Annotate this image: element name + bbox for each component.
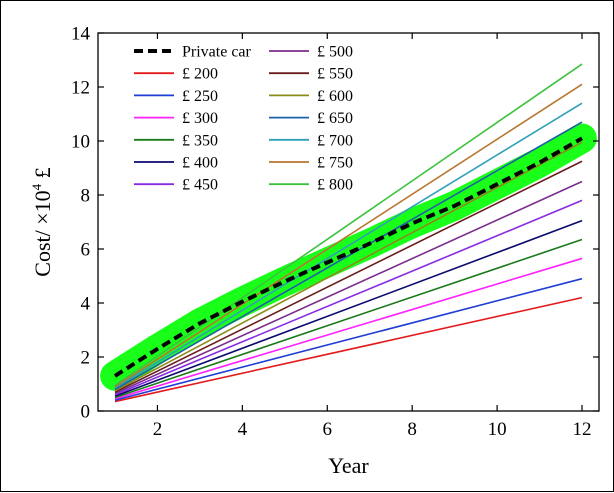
x-tick-label: 4 [238, 419, 248, 440]
x-tick-label: 12 [573, 419, 592, 440]
series-line-7 [114, 180, 583, 395]
plot-area-frame [97, 32, 600, 412]
series-line-3 [114, 257, 583, 400]
series-line-10 [114, 121, 583, 391]
y-tick-label: 0 [81, 402, 91, 423]
y-tick-label: 12 [71, 78, 90, 99]
legend: Private car £ 200 £ 250 £ 300 £ 350 £ 400 £ 45… [134, 44, 353, 194]
y-tick-label: 6 [81, 240, 91, 261]
y-axis-title-main: Cost/ ×10 [30, 190, 55, 276]
y-axis-title-unit: £ [30, 167, 55, 184]
series-line-4 [114, 238, 583, 399]
legend-label: £ 300 [182, 110, 218, 127]
x-tick-label: 8 [407, 419, 417, 440]
legend-label: £ 450 [182, 177, 218, 194]
legend-label: £ 500 [317, 44, 353, 61]
plot-lines-layer [113, 63, 584, 403]
legend-label: £ 800 [317, 177, 353, 194]
y-tick-label: 14 [71, 24, 91, 45]
legend-label: £ 750 [317, 155, 353, 172]
legend-label: £ 350 [182, 132, 218, 149]
legend-label: £ 650 [317, 110, 353, 127]
y-tick-label: 8 [81, 186, 91, 207]
x-tick-label: 6 [323, 419, 333, 440]
y-axis-title-exponent: 4 [29, 183, 44, 190]
y-tick-label: 2 [81, 348, 91, 369]
series-line-12 [114, 83, 583, 388]
series-line-11 [114, 102, 583, 389]
axes-layer [97, 32, 600, 412]
legend-label: £ 550 [317, 66, 353, 83]
series-line-2 [114, 277, 583, 401]
legend-label: £ 200 [182, 66, 218, 83]
legend-label: £ 250 [182, 88, 218, 105]
legend-label: £ 400 [182, 155, 218, 172]
legend-label: £ 600 [317, 88, 353, 105]
series-line-8 [114, 160, 583, 393]
series-line-5 [114, 219, 583, 397]
series-line-1 [114, 296, 583, 403]
private-car-line [113, 136, 584, 378]
x-axis-title: Year [328, 453, 369, 478]
y-tick-label: 10 [71, 132, 90, 153]
series-line-9 [114, 141, 583, 392]
ticks-layer: 2 4 6 8 10 12 0 2 4 6 8 10 12 14 [71, 24, 599, 440]
legend-label: £ 700 [317, 132, 353, 149]
legend-label: Private car [182, 44, 252, 61]
y-tick-label: 4 [81, 294, 91, 315]
x-tick-label: 10 [488, 419, 507, 440]
series-line-6 [114, 199, 583, 396]
y-axis-title: Cost/ ×104 £ [29, 167, 55, 276]
x-tick-label: 2 [153, 419, 163, 440]
series-line-13 [114, 63, 583, 387]
